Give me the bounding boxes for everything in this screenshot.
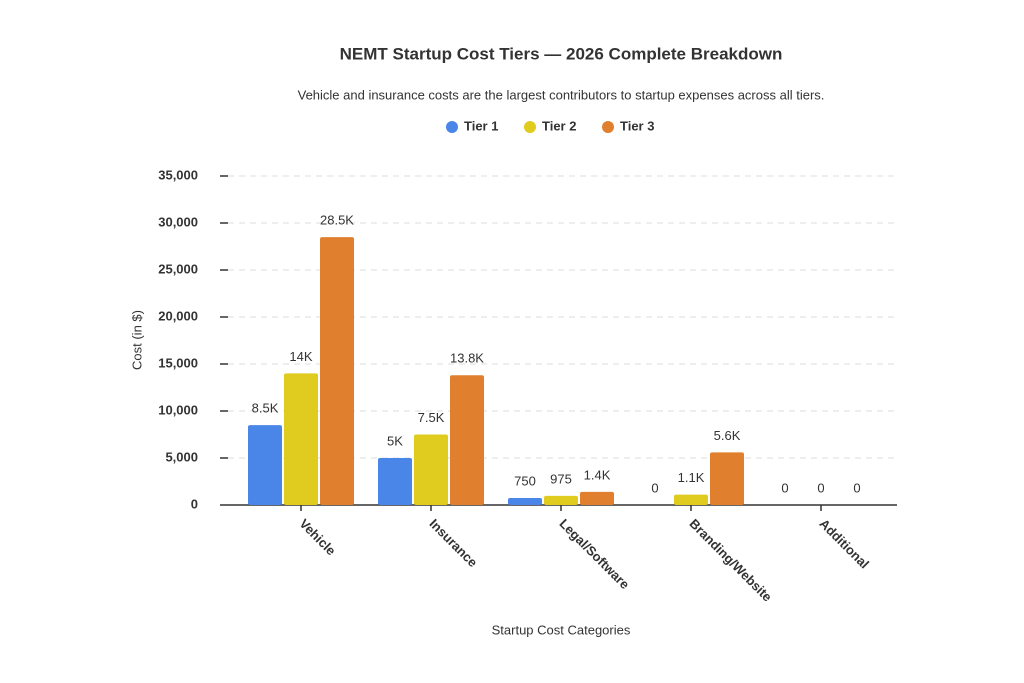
- bar: [284, 373, 318, 505]
- bar: [414, 434, 448, 505]
- chart-title: NEMT Startup Cost Tiers — 2026 Complete …: [340, 44, 783, 63]
- x-axis-label: Startup Cost Categories: [492, 622, 631, 637]
- value-label: 28.5K: [320, 213, 354, 228]
- value-label: 1.4K: [584, 467, 611, 482]
- legend-marker: [524, 121, 536, 133]
- y-tick-label: 30,000: [158, 214, 198, 229]
- bar: [710, 452, 744, 505]
- y-tick-label: 5,000: [165, 449, 198, 464]
- x-tick-label: Additional: [816, 516, 872, 572]
- y-tick-label: 20,000: [158, 308, 198, 323]
- value-label: 1.1K: [678, 470, 705, 485]
- value-label: 7.5K: [418, 410, 445, 425]
- value-label: 750: [514, 473, 536, 488]
- bar: [544, 495, 578, 505]
- legend-label: Tier 3: [620, 118, 654, 133]
- bar: [674, 494, 708, 505]
- value-label: 0: [853, 480, 860, 495]
- bar: [580, 491, 614, 505]
- legend-marker: [446, 121, 458, 133]
- legend-label: Tier 2: [542, 118, 576, 133]
- y-tick-label: 25,000: [158, 261, 198, 276]
- x-tick-label: Legal/Software: [556, 516, 632, 592]
- y-tick-label: 15,000: [158, 355, 198, 370]
- legend-marker: [602, 121, 614, 133]
- y-tick-label: 0: [191, 496, 198, 511]
- bar: [320, 237, 354, 505]
- x-tick-label: Branding/Website: [686, 516, 775, 605]
- value-label: 975: [550, 471, 572, 486]
- value-label: 0: [817, 480, 824, 495]
- value-label: 5.6K: [714, 428, 741, 443]
- value-label: 0: [781, 480, 788, 495]
- value-label: 14K: [289, 349, 312, 364]
- x-tick-label: Insurance: [426, 516, 480, 570]
- value-label: 13.8K: [450, 351, 484, 366]
- value-label: 0: [651, 480, 658, 495]
- chart-subtitle: Vehicle and insurance costs are the larg…: [298, 87, 825, 102]
- y-tick-label: 10,000: [158, 402, 198, 417]
- bar: [248, 425, 282, 505]
- bar: [378, 458, 412, 505]
- bar: [508, 497, 542, 505]
- value-label: 5K: [387, 433, 403, 448]
- bar: [450, 375, 484, 505]
- legend-label: Tier 1: [464, 118, 498, 133]
- y-tick-label: 35,000: [158, 167, 198, 182]
- value-label: 8.5K: [252, 401, 279, 416]
- y-axis-label: Cost (in $): [129, 310, 144, 370]
- x-tick-label: Vehicle: [296, 516, 338, 558]
